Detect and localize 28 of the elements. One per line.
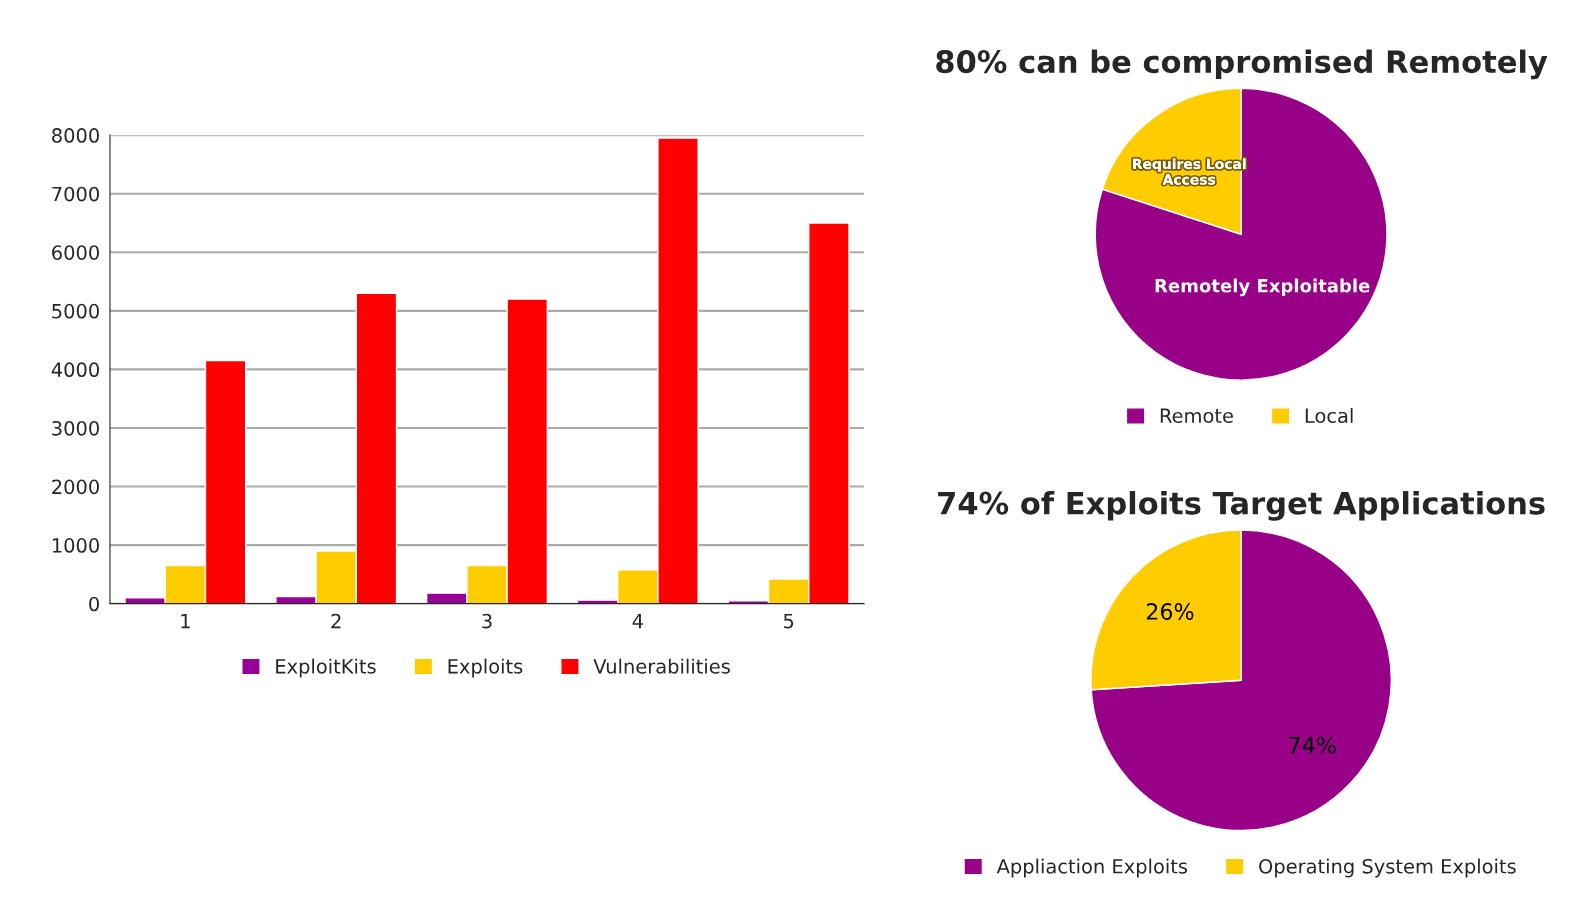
y-tick-label: 5000 [52, 303, 99, 319]
pie-slice [1094, 87, 1388, 381]
x-tick-label: 5 [783, 613, 794, 629]
x-tick-label: 3 [482, 613, 492, 629]
y-tick-label: 2000 [52, 479, 99, 495]
y-tick-label: 6000 [52, 245, 99, 260]
legend-label: Local [1305, 407, 1353, 424]
y-tick-label: 4000 [51, 362, 99, 378]
chart-title: 74% of Exploits Target Applications [938, 491, 1545, 521]
data-label: 74% [1289, 736, 1336, 754]
legend-label: Remote [1160, 408, 1233, 424]
legend-label: ExploitKits [276, 658, 376, 678]
x-tick-label: 4 [632, 613, 643, 629]
y-tick-label: 3000 [52, 420, 99, 436]
legend-label: Appliaction Exploits [996, 858, 1188, 878]
legend-label: Operating System Exploits [1259, 858, 1516, 878]
x-tick-label: 1 [181, 613, 190, 629]
data-label: 26% [1146, 603, 1194, 620]
legend-label: Exploits [448, 658, 523, 678]
x-tick-label: 2 [331, 613, 341, 629]
text: Remotely Exploitable [1155, 278, 1370, 297]
y-tick-label: 1000 [52, 538, 99, 553]
y-tick-label: 8000 [52, 128, 99, 143]
chart-title: 80% can be compromised Remotely [936, 49, 1548, 80]
y-tick-label: 0 [89, 596, 99, 612]
pie-slice [1090, 529, 1392, 832]
legend-label: Vulnerabilities [593, 658, 730, 674]
y-tick-label: 7000 [52, 186, 99, 202]
